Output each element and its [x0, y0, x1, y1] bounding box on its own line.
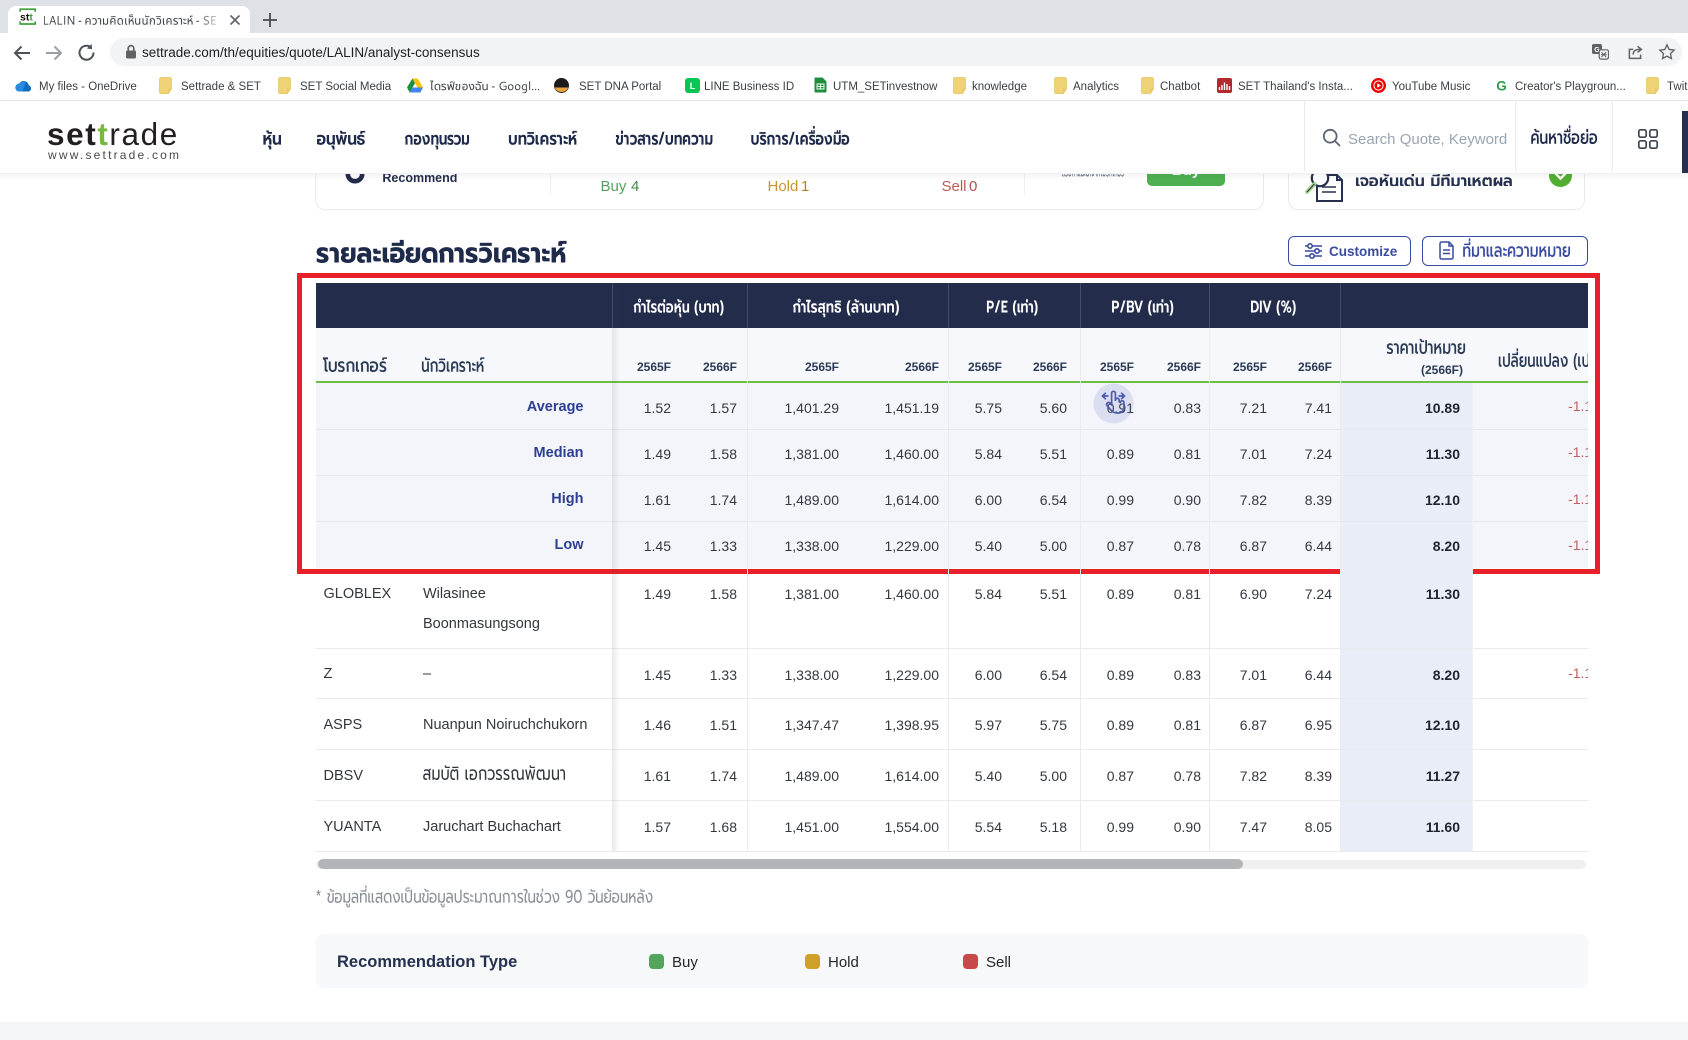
svg-text:G: G [1496, 79, 1507, 94]
svg-text:L: L [690, 81, 696, 91]
svg-text:stt: stt [20, 12, 33, 24]
svg-text:G: G [1594, 47, 1600, 54]
